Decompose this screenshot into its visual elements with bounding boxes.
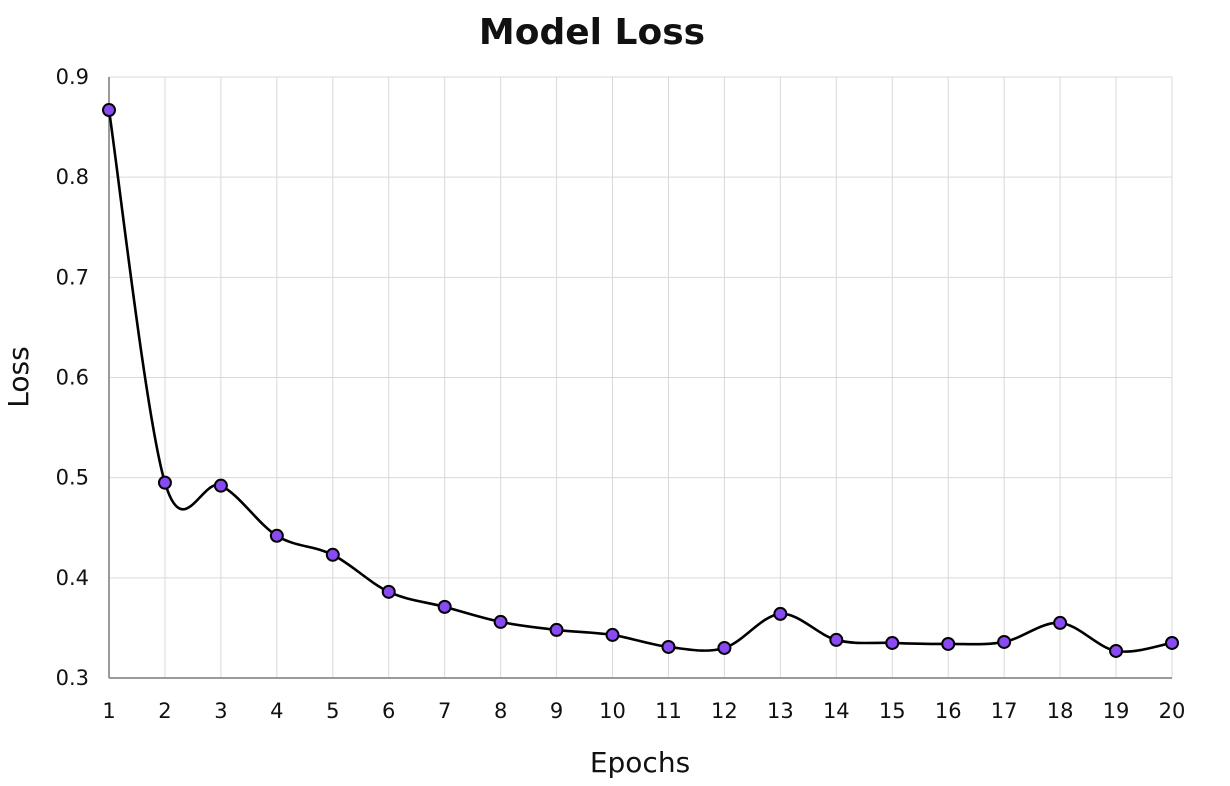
data-point-epoch-5 (325, 547, 340, 562)
x-tick-label: 7 (438, 699, 451, 723)
x-tick-label: 5 (326, 699, 339, 723)
data-point-epoch-14 (829, 632, 844, 647)
x-tick-label: 2 (158, 699, 171, 723)
data-point-epoch-20 (1165, 635, 1179, 650)
series-line-0 (107, 109, 1173, 653)
x-tick-label: 13 (767, 699, 794, 723)
chart-title: Model Loss (479, 12, 705, 53)
y-tick-label: 0.3 (56, 666, 89, 690)
data-point-epoch-8 (493, 614, 508, 629)
data-point-epoch-16 (941, 636, 956, 651)
data-point-epoch-10 (605, 627, 620, 642)
data-point-epoch-19 (1109, 643, 1124, 658)
data-point-epoch-2 (157, 475, 172, 490)
points-layer (102, 103, 1179, 658)
data-point-epoch-15 (885, 635, 900, 650)
x-tick-label: 12 (711, 699, 738, 723)
y-tick-label: 0.5 (56, 466, 89, 490)
data-point-epoch-18 (1053, 615, 1068, 630)
axes-layer: 0.30.40.50.60.70.80.91 2 3 4 5 6 7 8 9 10 11 12 13 14… (56, 65, 1186, 723)
x-tick-label: 14 (823, 699, 850, 723)
data-point-epoch-3 (213, 478, 228, 493)
x-axis-title: Epochs (590, 746, 690, 779)
y-tick-label: 0.6 (56, 366, 89, 390)
x-tick-label: 8 (494, 699, 507, 723)
data-point-epoch-12 (717, 640, 732, 655)
data-point-epoch-7 (437, 599, 452, 614)
x-tick-label: 6 (382, 699, 395, 723)
x-tick-label: 3 (214, 699, 227, 723)
x-tick-label: 11 (655, 699, 682, 723)
grid-layer (108, 76, 1173, 679)
x-tick-label: 19 (1103, 699, 1130, 723)
data-point-epoch-17 (997, 634, 1012, 649)
x-tick-label: 1 (102, 699, 115, 723)
line-layer (107, 109, 1173, 653)
data-point-epoch-13 (773, 606, 788, 621)
y-axis-title: Loss (2, 346, 35, 407)
x-tick-label: 15 (879, 699, 906, 723)
x-tick-label: 9 (550, 699, 563, 723)
x-tick-label: 17 (991, 699, 1018, 723)
x-tick-label: 4 (270, 699, 283, 723)
data-point-epoch-11 (661, 639, 676, 654)
x-tick-label: 10 (599, 699, 626, 723)
x-tick-label: 18 (1047, 699, 1074, 723)
y-tick-label: 0.9 (56, 65, 89, 89)
x-tick-label: 20 (1159, 699, 1186, 723)
data-point-epoch-4 (269, 528, 284, 543)
y-tick-label: 0.8 (56, 165, 89, 189)
y-tick-label: 0.7 (56, 265, 89, 289)
y-tick-label: 0.4 (56, 566, 89, 590)
data-point-epoch-6 (381, 584, 396, 599)
data-point-epoch-9 (549, 622, 564, 637)
x-tick-label: 16 (935, 699, 962, 723)
data-point-epoch-1 (102, 103, 116, 118)
